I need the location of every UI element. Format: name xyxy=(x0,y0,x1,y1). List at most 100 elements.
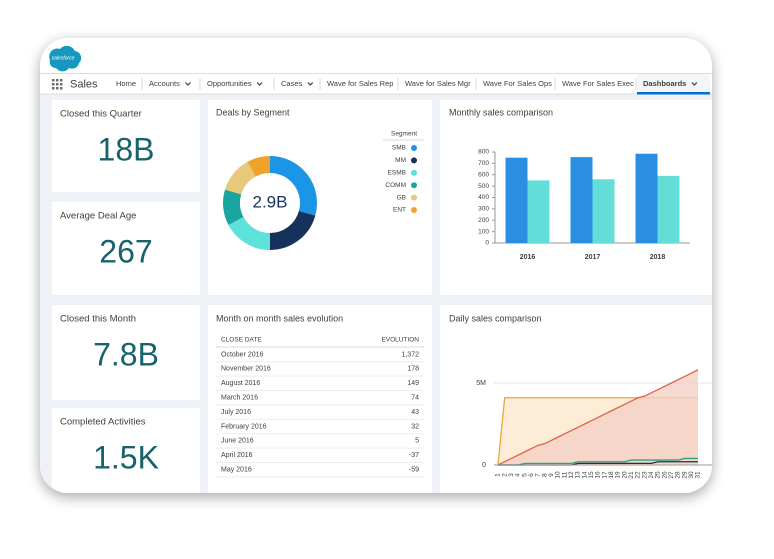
metric-value: 267 xyxy=(99,233,152,269)
nav-tab[interactable]: Accounts xyxy=(149,79,180,88)
x-tick-label: 25 xyxy=(655,471,662,479)
cell: April 2016 xyxy=(221,452,253,459)
x-tick-label: 27 xyxy=(668,471,675,479)
y-tick-label: 100 xyxy=(478,228,489,235)
donut-segment xyxy=(247,156,271,177)
cell: October 2016 xyxy=(221,351,264,358)
nav-tab[interactable]: Wave For Sales Ops xyxy=(483,79,552,88)
cell: July 2016 xyxy=(221,409,251,416)
metric-title: Average Deal Age xyxy=(60,211,136,222)
cell: 74 xyxy=(411,395,419,402)
series-line xyxy=(497,369,699,466)
x-tick-label: 22 xyxy=(635,471,642,479)
bar xyxy=(657,175,680,243)
cell: 1,372 xyxy=(401,351,419,358)
panel-title: Month on month sales evolution xyxy=(216,313,343,323)
bar xyxy=(527,180,550,243)
nav-tab[interactable]: Wave for Sales Rep xyxy=(327,79,393,88)
donut-panel xyxy=(208,100,432,295)
app-launcher[interactable] xyxy=(52,79,63,90)
x-tick-label: 2018 xyxy=(650,254,666,261)
nav-tab[interactable]: Home xyxy=(116,79,136,88)
nav-tab[interactable]: Wave for Sales Mgr xyxy=(405,79,471,88)
metric-value: 1.5K xyxy=(93,439,159,475)
nav-tab[interactable]: Dashboards xyxy=(643,79,686,88)
tab-menu-chevron[interactable] xyxy=(256,82,263,86)
logo-text: salesforce xyxy=(52,55,75,61)
x-tick-label: 13 xyxy=(575,471,582,479)
tab-menu-chevron[interactable] xyxy=(691,82,698,86)
panel-title: Deals by Segment xyxy=(216,107,290,117)
metric-tile xyxy=(52,100,200,192)
y-tick-label: 0 xyxy=(485,240,489,247)
logo-cloud[interactable] xyxy=(49,45,82,72)
x-tick-label: 31 xyxy=(695,471,702,479)
x-tick-label: 20 xyxy=(621,471,628,479)
cell: November 2016 xyxy=(221,366,271,373)
active-tab-bg xyxy=(637,74,710,94)
y-tick-label: 600 xyxy=(478,171,489,178)
legend-label: SMB xyxy=(392,145,406,152)
metric-value: 7.8B xyxy=(93,336,159,372)
legend-label: MM xyxy=(395,157,406,164)
metric-title: Closed this Month xyxy=(60,314,136,325)
x-tick-label: 26 xyxy=(661,471,668,479)
x-tick-label: 9 xyxy=(548,473,555,477)
legend-dot xyxy=(411,169,417,176)
cell: May 2016 xyxy=(221,467,252,474)
y-tick-label: 5M xyxy=(476,380,486,387)
x-tick-label: 11 xyxy=(561,471,568,478)
cell: March 2016 xyxy=(221,395,258,402)
nav-tab[interactable]: Opportunities xyxy=(207,79,252,88)
legend-dot xyxy=(411,157,417,164)
tab-menu-chevron[interactable] xyxy=(184,82,191,86)
x-tick-label: 2017 xyxy=(585,254,601,261)
x-tick-label: 24 xyxy=(648,471,655,479)
metric-tile xyxy=(52,202,200,295)
legend-label: ENT xyxy=(393,207,406,214)
legend-title: Segment xyxy=(391,131,417,138)
cell: -59 xyxy=(409,467,419,474)
legend-dot xyxy=(411,207,417,213)
table-panel xyxy=(208,305,432,493)
donut-segment xyxy=(223,189,244,226)
bar xyxy=(570,157,593,243)
x-tick-label: 21 xyxy=(628,471,635,479)
metric-title: Completed Activities xyxy=(60,417,146,428)
x-tick-label: 29 xyxy=(681,471,688,479)
donut-segment xyxy=(228,216,271,250)
x-tick-label: 1 xyxy=(495,473,502,477)
legend-label: COMM xyxy=(385,182,406,189)
metric-tile xyxy=(52,408,200,493)
x-tick-label: 28 xyxy=(675,471,682,479)
panel-title: Monthly sales comparison xyxy=(449,107,553,117)
panel-title: Daily sales comparison xyxy=(449,313,542,323)
x-tick-label: 18 xyxy=(608,471,615,479)
metric-tile xyxy=(52,305,200,400)
y-tick-label: 700 xyxy=(478,160,489,167)
app-name: Sales xyxy=(70,78,98,90)
cell: June 2016 xyxy=(221,438,254,445)
bar xyxy=(592,179,615,243)
tab-menu-chevron[interactable] xyxy=(307,82,314,86)
column-header: CLOSE DATE xyxy=(221,337,262,344)
y-tick-label: 300 xyxy=(478,206,489,213)
donut-segment xyxy=(269,156,317,216)
y-tick-label: 800 xyxy=(478,149,489,156)
bar xyxy=(505,157,528,243)
x-tick-label: 2 xyxy=(501,473,508,477)
legend-dot xyxy=(411,145,417,151)
x-tick-label: 12 xyxy=(568,471,575,479)
nav-tab[interactable]: Cases xyxy=(281,79,303,88)
x-tick-label: 5 xyxy=(521,473,528,477)
legend-label: GB xyxy=(397,194,406,201)
cell: 149 xyxy=(407,380,419,387)
app-window: salesforce Sales Home Accounts Opportuniti… xyxy=(40,45,712,493)
x-tick-label: 6 xyxy=(528,473,535,477)
nav-tab[interactable]: Wave For Sales Exec xyxy=(562,79,634,88)
y-tick-label: 400 xyxy=(478,194,489,201)
cell: 5 xyxy=(415,438,419,445)
x-tick-label: 2016 xyxy=(520,254,536,261)
cell: August 2016 xyxy=(221,380,260,387)
